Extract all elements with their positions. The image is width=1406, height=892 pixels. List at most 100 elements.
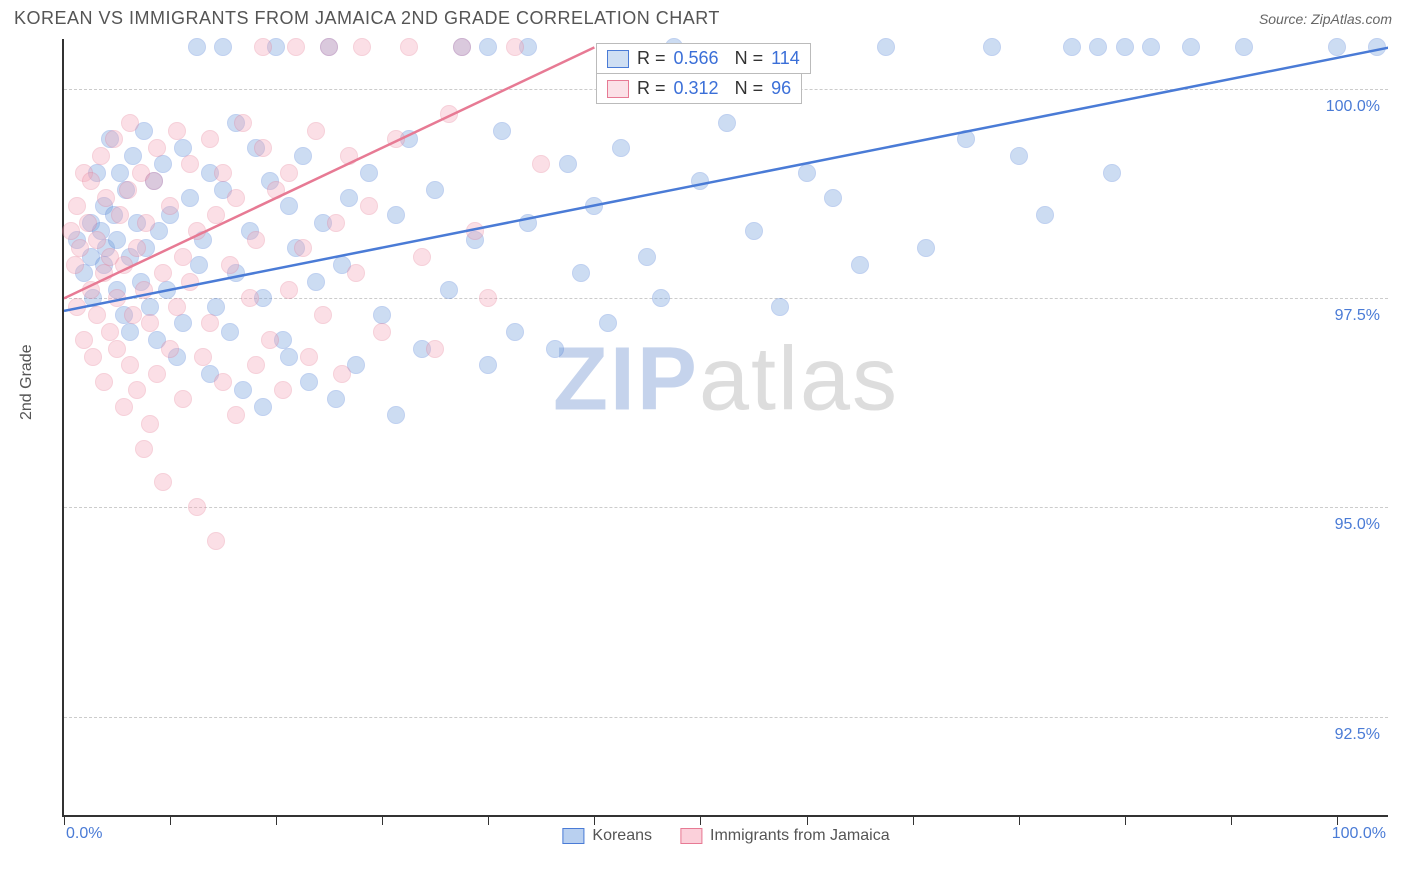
data-point bbox=[174, 248, 192, 266]
data-point bbox=[101, 323, 119, 341]
data-point bbox=[1368, 38, 1386, 56]
x-tick bbox=[488, 815, 489, 825]
data-point bbox=[280, 197, 298, 215]
legend-label: Immigrants from Jamaica bbox=[710, 827, 890, 845]
data-point bbox=[75, 331, 93, 349]
data-point bbox=[532, 155, 550, 173]
data-point bbox=[314, 306, 332, 324]
bottom-legend: Koreans Immigrants from Jamaica bbox=[562, 827, 889, 845]
data-point bbox=[92, 147, 110, 165]
stat-n-value: 114 bbox=[771, 48, 800, 69]
data-point bbox=[82, 281, 100, 299]
data-point bbox=[62, 222, 80, 240]
x-tick bbox=[1125, 815, 1126, 825]
data-point bbox=[718, 114, 736, 132]
data-point bbox=[174, 390, 192, 408]
data-point bbox=[207, 532, 225, 550]
chart-title: KOREAN VS IMMIGRANTS FROM JAMAICA 2ND GR… bbox=[14, 8, 720, 29]
data-point bbox=[307, 122, 325, 140]
data-point bbox=[181, 189, 199, 207]
data-point bbox=[108, 289, 126, 307]
data-point bbox=[585, 197, 603, 215]
data-point bbox=[71, 239, 89, 257]
data-point bbox=[506, 38, 524, 56]
data-point bbox=[234, 114, 252, 132]
stat-n-label: N = bbox=[735, 48, 764, 69]
x-tick bbox=[64, 815, 65, 825]
data-point bbox=[327, 390, 345, 408]
data-point bbox=[440, 281, 458, 299]
data-point bbox=[1328, 38, 1346, 56]
data-point bbox=[190, 256, 208, 274]
data-point bbox=[88, 306, 106, 324]
data-point bbox=[207, 206, 225, 224]
data-point bbox=[612, 139, 630, 157]
data-point bbox=[95, 264, 113, 282]
stat-n-label: N = bbox=[735, 78, 764, 99]
data-point bbox=[506, 323, 524, 341]
data-point bbox=[137, 214, 155, 232]
data-point bbox=[161, 340, 179, 358]
data-point bbox=[440, 105, 458, 123]
legend-swatch bbox=[562, 828, 584, 844]
data-point bbox=[387, 406, 405, 424]
data-point bbox=[168, 298, 186, 316]
data-point bbox=[234, 381, 252, 399]
data-point bbox=[154, 473, 172, 491]
data-point bbox=[68, 197, 86, 215]
data-point bbox=[221, 323, 239, 341]
data-point bbox=[280, 348, 298, 366]
data-point bbox=[254, 398, 272, 416]
data-point bbox=[1142, 38, 1160, 56]
legend-label: Koreans bbox=[592, 827, 652, 845]
watermark-part2: atlas bbox=[699, 330, 899, 430]
data-point bbox=[128, 381, 146, 399]
data-point bbox=[1036, 206, 1054, 224]
data-point bbox=[957, 130, 975, 148]
x-tick bbox=[170, 815, 171, 825]
data-point bbox=[88, 231, 106, 249]
data-point bbox=[221, 256, 239, 274]
data-point bbox=[115, 256, 133, 274]
x-tick-label: 0.0% bbox=[66, 825, 102, 843]
stat-n-value: 96 bbox=[771, 78, 791, 99]
stat-r-label: R = bbox=[637, 48, 666, 69]
data-point bbox=[280, 281, 298, 299]
data-point bbox=[214, 38, 232, 56]
x-tick bbox=[807, 815, 808, 825]
data-point bbox=[638, 248, 656, 266]
chart-source: Source: ZipAtlas.com bbox=[1259, 11, 1392, 27]
data-point bbox=[373, 323, 391, 341]
data-point bbox=[493, 122, 511, 140]
data-point bbox=[201, 130, 219, 148]
x-tick-label: 100.0% bbox=[1332, 825, 1386, 843]
data-point bbox=[105, 130, 123, 148]
data-point bbox=[158, 281, 176, 299]
legend-item: Immigrants from Jamaica bbox=[680, 827, 890, 845]
x-tick bbox=[276, 815, 277, 825]
data-point bbox=[360, 197, 378, 215]
data-point bbox=[254, 38, 272, 56]
data-point bbox=[66, 256, 84, 274]
data-point bbox=[691, 172, 709, 190]
data-point bbox=[353, 38, 371, 56]
watermark-part1: ZIP bbox=[553, 330, 699, 430]
data-point bbox=[599, 314, 617, 332]
scatter-chart: ZIPatlas 92.5%95.0%97.5%100.0%0.0%100.0%… bbox=[62, 39, 1388, 817]
data-point bbox=[453, 38, 471, 56]
data-point bbox=[917, 239, 935, 257]
data-point bbox=[214, 373, 232, 391]
data-point bbox=[154, 264, 172, 282]
data-point bbox=[771, 298, 789, 316]
data-point bbox=[174, 314, 192, 332]
data-point bbox=[154, 155, 172, 173]
data-point bbox=[214, 164, 232, 182]
data-point bbox=[227, 406, 245, 424]
data-point bbox=[111, 164, 129, 182]
legend-swatch bbox=[607, 50, 629, 68]
data-point bbox=[227, 189, 245, 207]
data-point bbox=[274, 381, 292, 399]
data-point bbox=[413, 248, 431, 266]
data-point bbox=[519, 214, 537, 232]
x-tick bbox=[382, 815, 383, 825]
